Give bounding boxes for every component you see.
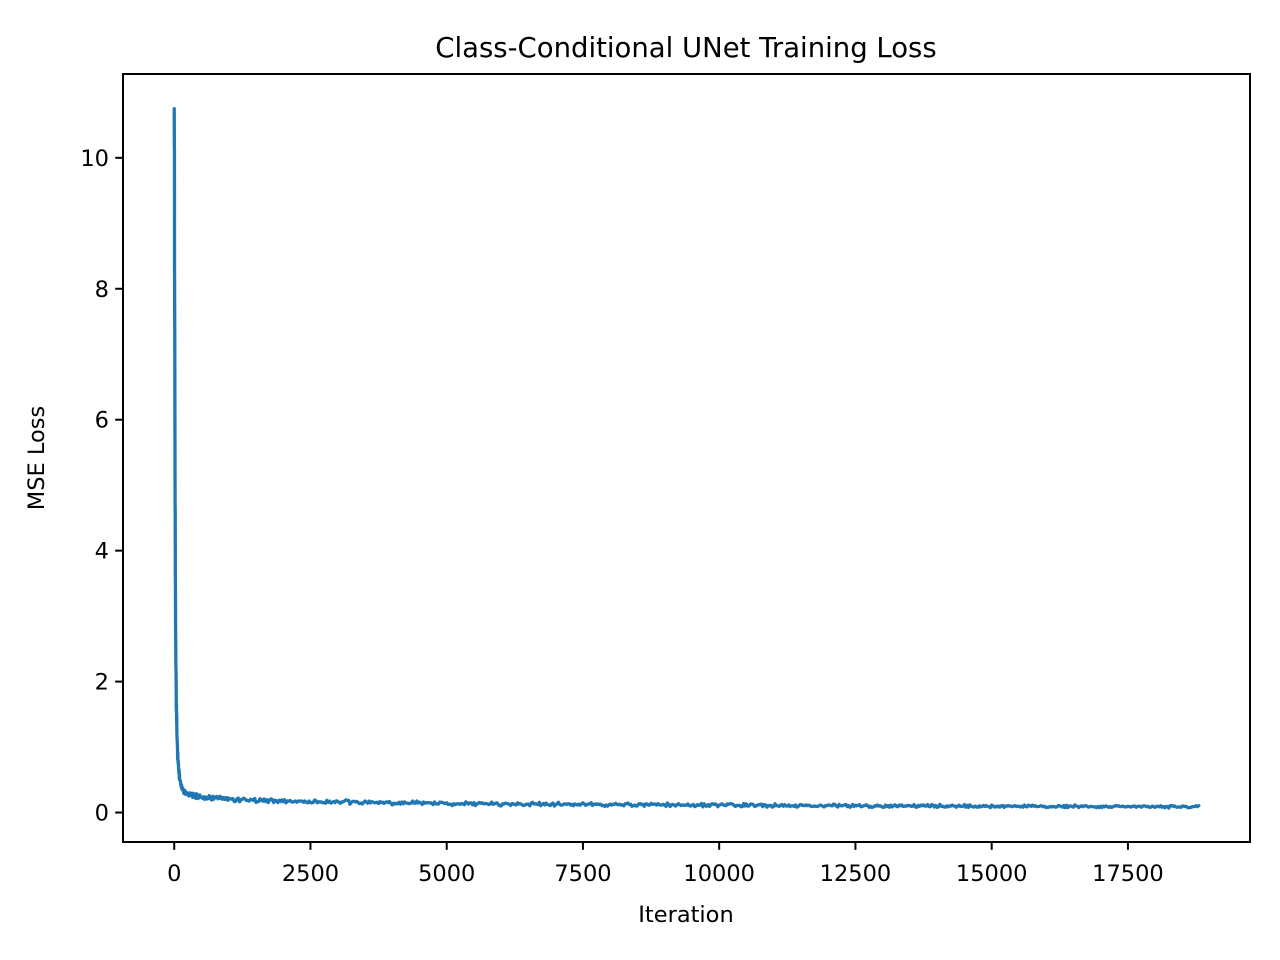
- y-tick-label: 6: [95, 408, 109, 434]
- y-tick-label: 10: [80, 146, 109, 172]
- series-layer: [172, 107, 1201, 810]
- ticks-layer: 0 2500 5000 7500 10000 12500 15000 17500 0 2 4 6 8 10: [80, 146, 1163, 887]
- y-tick-label: 2: [95, 670, 109, 696]
- y-tick-label: 8: [95, 277, 109, 303]
- x-tick-label: 7500: [554, 861, 611, 887]
- x-tick-label: 10000: [683, 861, 755, 887]
- x-tick-label: 17500: [1092, 861, 1164, 887]
- x-axis-label: Iteration: [638, 902, 733, 928]
- y-axis-label: MSE Loss: [24, 406, 50, 510]
- axes-frame: [122, 73, 1251, 843]
- x-tick-label: 15000: [956, 861, 1028, 887]
- chart-title: Class-Conditional UNet Training Loss: [435, 32, 936, 64]
- training-loss-line: [172, 107, 1201, 810]
- y-tick-label: 0: [95, 801, 109, 827]
- x-tick-label: 2500: [282, 861, 339, 887]
- x-tick-label: 12500: [820, 861, 892, 887]
- x-tick-label: 5000: [418, 861, 475, 887]
- y-tick-label: 4: [95, 539, 109, 565]
- x-tick-label: 0: [167, 861, 181, 887]
